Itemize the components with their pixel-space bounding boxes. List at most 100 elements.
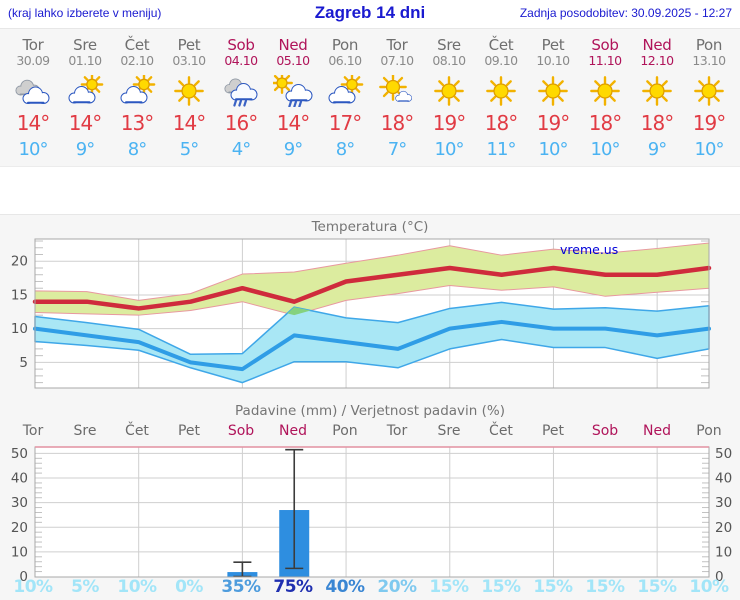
day-date: 10.10 <box>536 53 570 68</box>
forecast-day-column: Tor 07.10 18° 7° <box>371 29 423 168</box>
precip-probability-value: 20% <box>377 577 417 597</box>
day-date: 11.10 <box>588 53 622 68</box>
precip-axis-tick-label-left: 20 <box>11 520 28 536</box>
cloudy-icon <box>15 79 50 104</box>
temp-axis-tick-label: 5 <box>19 355 28 371</box>
sunny-icon <box>434 76 464 106</box>
precip-day-label: Pon <box>332 423 358 439</box>
min-temperature: 9° <box>283 139 303 160</box>
day-date: 06.10 <box>328 53 362 68</box>
min-temperature: 9° <box>75 139 95 160</box>
forecast-day-column: Pon 13.10 19° 10° <box>683 29 735 168</box>
min-temperature: 10° <box>18 139 49 160</box>
precip-probability-value: 15% <box>637 577 677 597</box>
precip-axis-tick-label-right: 40 <box>715 471 732 487</box>
precip-day-label: Sob <box>591 423 619 439</box>
precip-day-label: Pet <box>177 423 201 439</box>
min-temperature: 10° <box>694 139 725 160</box>
temp-axis-tick-label: 10 <box>11 321 28 337</box>
precip-day-label: Ned <box>643 423 671 439</box>
header-bar: (kraj lahko izberete v meniju) Zagreb 14… <box>0 0 740 28</box>
precip-day-label: Pon <box>696 423 722 439</box>
mostly-sunny-icon <box>379 75 413 102</box>
precip-day-label: Sre <box>73 423 97 439</box>
temperature-chart: 5 10 15 20 vreme.us <box>11 238 712 389</box>
menu-hint-note: (kraj lahko izberete v meniju) <box>8 6 162 20</box>
rain-icon <box>224 78 258 107</box>
forecast-day-column: Tor 30.09 14° 10° <box>7 29 59 168</box>
sunny-icon <box>486 76 516 106</box>
precip-day-label: Čet <box>125 423 149 439</box>
forecast-day-column: Čet 09.10 18° 11° <box>475 29 527 168</box>
max-temperature: 14° <box>16 111 50 135</box>
min-temperature: 10° <box>538 139 569 160</box>
precip-axis-tick-label-left: 50 <box>11 446 28 462</box>
partly-sunny-icon <box>328 75 364 104</box>
precip-probability-value: 0% <box>175 577 203 597</box>
sunny-icon <box>642 76 672 106</box>
precip-probability-value: 15% <box>481 577 521 597</box>
precip-probability-value: 10% <box>689 577 729 597</box>
forecast-day-column: Sob 11.10 18° 10° <box>579 29 631 168</box>
precip-day-label: Tor <box>386 423 408 439</box>
band-overlap-region <box>287 307 311 316</box>
sunny-icon <box>538 76 568 106</box>
day-date: 09.10 <box>484 53 518 68</box>
precip-axis-tick-label-right: 50 <box>715 446 732 462</box>
day-date: 03.10 <box>172 53 206 68</box>
page-title: Zagreb 14 dni <box>314 3 426 22</box>
day-date: 12.10 <box>640 53 674 68</box>
precip-axis-tick-label-right: 30 <box>715 495 732 511</box>
max-temperature: 18° <box>588 111 622 135</box>
day-name: Tor <box>386 36 408 54</box>
max-temperature: 14° <box>68 111 102 135</box>
sunny-icon <box>694 76 724 106</box>
day-date: 13.10 <box>692 53 726 68</box>
partly-sunny-icon <box>68 75 104 104</box>
day-name: Sob <box>227 36 255 54</box>
precip-probability-value: 10% <box>13 577 53 597</box>
precip-axis-tick-label-right: 20 <box>715 520 732 536</box>
partly-sunny-icon <box>120 75 156 104</box>
day-name: Pet <box>177 36 201 54</box>
day-name: Sob <box>591 36 619 54</box>
precip-day-labels-row: Tor Sre Čet Pet Sob Ned Pon Tor Sre Čet Pet Sob Ned P… <box>0 423 740 441</box>
precip-probability-value: 75% <box>273 577 313 597</box>
precip-day-label: Tor <box>22 423 44 439</box>
vreme-us-watermark-link[interactable]: vreme.us <box>560 242 618 257</box>
precip-probability-value: 40% <box>325 577 365 597</box>
min-temperature: 8° <box>127 139 147 160</box>
day-date: 05.10 <box>276 53 310 68</box>
max-temp-line <box>32 265 712 311</box>
forecast-day-column: Pon 06.10 17° 8° <box>319 29 371 168</box>
max-temperature: 14° <box>172 111 206 135</box>
day-name: Sre <box>437 36 461 54</box>
precip-day-label: Ned <box>279 423 307 439</box>
forecast-day-column: Pet 10.10 19° 10° <box>527 29 579 168</box>
precip-probability-row: 10% 5% 10% 0% 35% 75% 40% 20% 15% 15% 15% 15% 15% 10% <box>0 577 740 600</box>
day-name: Pon <box>695 36 723 54</box>
day-name: Ned <box>642 36 672 54</box>
max-temperature: 14° <box>276 111 310 135</box>
temperature-chart-title: Temperatura (°C) <box>311 219 429 235</box>
precip-day-label: Pet <box>541 423 565 439</box>
precipitation-chart: 0 0 10 10 20 20 30 30 40 40 50 50 <box>11 446 732 585</box>
min-temperature: 4° <box>231 139 251 160</box>
day-name: Ned <box>278 36 308 54</box>
max-temperature: 13° <box>120 111 154 135</box>
precip-axis-tick-label-left: 10 <box>11 544 28 560</box>
min-temperature: 7° <box>387 139 407 160</box>
temp-axis-tick-label: 20 <box>11 254 28 270</box>
day-date: 30.09 <box>16 53 50 68</box>
max-temperature: 17° <box>328 111 362 135</box>
last-update-timestamp: Zadnja posodobitev: 30.09.2025 - 12:27 <box>519 6 732 20</box>
precip-probability-value: 15% <box>429 577 469 597</box>
forecast-day-column: Sre 01.10 14° 9° <box>59 29 111 168</box>
day-date: 01.10 <box>68 53 102 68</box>
precip-gridlines <box>35 447 709 577</box>
day-name: Pet <box>541 36 565 54</box>
forecast-day-column: Čet 02.10 13° 8° <box>111 29 163 168</box>
precip-minor-ticks <box>35 457 709 573</box>
forecast-day-column: Pet 03.10 14° 5° <box>163 29 215 168</box>
